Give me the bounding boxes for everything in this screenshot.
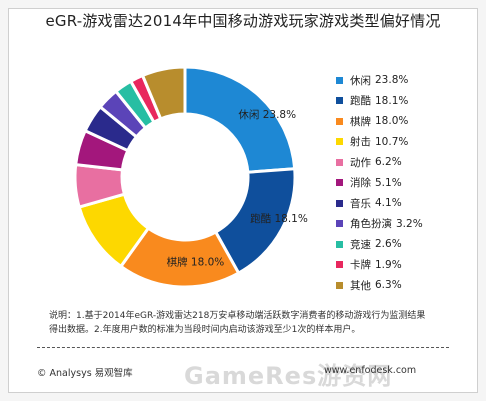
copyright-text: © Analysys 易观智库 (37, 368, 133, 379)
slice-label-0: 休闲 23.8% (238, 108, 296, 121)
legend-item: 射击 10.7% (336, 132, 476, 153)
legend-value: 10.7% (375, 135, 409, 148)
legend-item: 卡牌 1.9% (336, 255, 476, 276)
legend-value: 23.8% (375, 74, 409, 87)
legend-value: 5.1% (375, 176, 402, 189)
slice-10 (140, 65, 187, 121)
source-url: www.enfodesk.com (324, 365, 417, 376)
legend-item: 跑酷 18.1% (336, 91, 476, 112)
legend-item: 其他 6.3% (336, 275, 476, 296)
legend-value: 2.6% (375, 238, 402, 251)
footer-divider (37, 347, 449, 348)
legend-label: 音乐 (350, 197, 371, 210)
legend-value: 18.0% (375, 115, 409, 128)
legend-swatch (336, 240, 343, 248)
slice-label-1: 跑酷 18.1% (250, 212, 308, 225)
legend-item: 棋牌 18.0% (336, 111, 476, 132)
legend-label: 其他 (350, 279, 371, 292)
legend-label: 动作 (350, 156, 371, 169)
legend-value: 6.3% (375, 279, 402, 292)
legend-swatch (336, 138, 343, 146)
legend-item: 消除 5.1% (336, 173, 476, 194)
legend-swatch (336, 261, 343, 269)
legend-value: 6.2% (375, 156, 402, 169)
watermark: GameRes游资网 (184, 362, 393, 390)
legend-swatch (336, 220, 343, 228)
legend-swatch (336, 281, 343, 289)
legend-swatch (336, 117, 343, 125)
legend-label: 竞速 (350, 238, 371, 251)
legend-label: 消除 (350, 177, 371, 190)
legend-item: 竞速 2.6% (336, 234, 476, 255)
legend-label: 角色扮演 (350, 218, 392, 231)
legend-label: 休闲 (350, 74, 371, 87)
legend-value: 18.1% (375, 94, 409, 107)
legend-value: 4.1% (375, 197, 402, 210)
legend-value: 1.9% (375, 258, 402, 271)
legend-item: 动作 6.2% (336, 152, 476, 173)
chart-legend: 休闲 23.8% 跑酷 18.1% 棋牌 18.0% 射击 10.7% 动作 6.2% 消除 5.1%… (336, 70, 476, 296)
legend-item: 音乐 4.1% (336, 193, 476, 214)
note-line-1: 说明：1.基于2014年eGR-游戏雷达218万安卓移动端活跃数字消费者的移动游… (49, 311, 426, 321)
chart-title: eGR-游戏雷达2014年中国移动游戏玩家游戏类型偏好情况 (45, 12, 441, 30)
legend-item: 休闲 23.8% (336, 70, 476, 91)
legend-label: 棋牌 (350, 115, 371, 128)
legend-item: 角色扮演 3.2% (336, 214, 476, 235)
slice-label-2: 棋牌 18.0% (167, 255, 225, 268)
legend-swatch (336, 179, 343, 187)
note-line-2: 得出数据。2.年度用户数的标准为当段时间内启动该游戏至少1次的样本用户。 (49, 325, 361, 335)
chart-note: 说明：1.基于2014年eGR-游戏雷达218万安卓移动端活跃数字消费者的移动游… (49, 309, 439, 337)
legend-swatch (336, 76, 343, 84)
legend-swatch (336, 97, 343, 105)
legend-label: 跑酷 (350, 95, 371, 108)
legend-label: 射击 (350, 136, 371, 149)
legend-label: 卡牌 (350, 259, 371, 272)
legend-value: 3.2% (396, 217, 423, 230)
legend-swatch (336, 158, 343, 166)
legend-swatch (336, 199, 343, 207)
